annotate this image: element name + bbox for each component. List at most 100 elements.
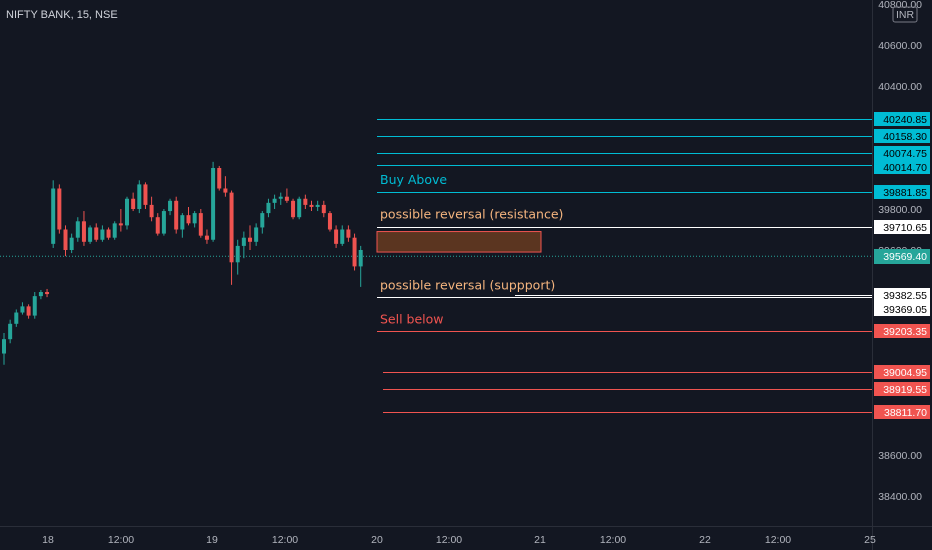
current-price-label: 39569.40 xyxy=(883,251,927,263)
candle-body xyxy=(321,204,326,214)
candle-body xyxy=(100,229,105,240)
candle-body xyxy=(26,306,31,316)
candle-body xyxy=(241,237,246,246)
candle-body xyxy=(358,250,363,267)
price-label-bg xyxy=(874,324,930,338)
candle-body xyxy=(235,245,240,263)
candle-body xyxy=(32,296,37,316)
candle-body xyxy=(106,229,111,238)
candle-body xyxy=(174,200,179,230)
candle-body xyxy=(192,213,197,224)
y-tick-label: 40400.00 xyxy=(878,81,922,93)
candle-body xyxy=(303,198,308,205)
symbol-title: NIFTY BANK, 15, NSE xyxy=(6,9,118,21)
candle-body xyxy=(155,217,160,234)
candle-body xyxy=(38,292,43,297)
price-label: 40014.70 xyxy=(883,162,927,174)
candle-body xyxy=(297,198,302,218)
price-label: 40240.85 xyxy=(883,114,927,126)
candle-body xyxy=(204,235,209,240)
candle-body xyxy=(45,292,50,295)
candle-body xyxy=(198,213,203,236)
candle-body xyxy=(260,213,265,228)
candle-body xyxy=(88,227,93,242)
price-label: 40158.30 xyxy=(883,131,927,143)
price-label-bg xyxy=(874,302,930,316)
candle-body xyxy=(168,200,173,212)
candle-body xyxy=(14,312,19,324)
annotation-text: possible reversal (resistance) xyxy=(380,206,563,221)
candle-body xyxy=(223,188,228,193)
candle-body xyxy=(186,215,191,224)
candle-body xyxy=(94,227,99,240)
price-label-bg xyxy=(874,405,930,419)
candle-body xyxy=(118,223,123,226)
candle-body xyxy=(217,168,222,189)
candle-body xyxy=(143,184,148,205)
price-label-bg xyxy=(874,146,930,160)
x-tick-label: 25 xyxy=(864,534,876,546)
price-label-bg xyxy=(874,112,930,126)
price-label: 38811.70 xyxy=(884,407,927,419)
x-tick-label: 21 xyxy=(534,534,546,546)
candle-body xyxy=(254,227,259,242)
candle-body xyxy=(229,192,234,263)
x-tick-label: 22 xyxy=(699,534,711,546)
candle-body xyxy=(149,204,154,218)
candle-body xyxy=(278,196,283,199)
y-tick-label: 40600.00 xyxy=(878,40,922,52)
current-price-label-bg xyxy=(874,249,930,264)
candle-body xyxy=(63,229,68,250)
price-label-bg xyxy=(874,382,930,396)
candle-body xyxy=(180,215,185,230)
price-label-bg xyxy=(874,160,930,174)
price-label-bg xyxy=(874,129,930,143)
candle-body xyxy=(112,223,117,238)
candle-body xyxy=(57,188,62,230)
price-label-bg xyxy=(874,365,930,379)
candle-body xyxy=(131,198,136,209)
candle-body xyxy=(340,229,345,244)
candle-body xyxy=(284,196,289,201)
candle-body xyxy=(75,221,80,238)
x-tick-label: 20 xyxy=(371,534,383,546)
candle-body xyxy=(20,306,25,313)
reversal-zone-box xyxy=(376,231,542,253)
price-label: 39369.05 xyxy=(883,304,927,316)
x-tick-label: 12:00 xyxy=(272,534,298,546)
candle-body xyxy=(81,221,86,242)
x-tick-label: 12:00 xyxy=(108,534,134,546)
candle-body xyxy=(125,198,129,226)
currency-label: INR xyxy=(896,9,915,21)
annotation-text: possible reversal (suppport) xyxy=(380,278,555,293)
candle-body xyxy=(266,202,271,214)
y-tick-label: 38600.00 xyxy=(878,450,922,462)
price-label: 39004.95 xyxy=(883,367,927,379)
candle-body xyxy=(137,184,142,209)
x-tick-label: 12:00 xyxy=(765,534,791,546)
y-tick-label: 38400.00 xyxy=(878,491,922,503)
x-tick-label: 19 xyxy=(206,534,218,546)
candle-body xyxy=(8,323,13,340)
price-label: 40074.75 xyxy=(883,148,927,160)
candle-body xyxy=(327,213,332,230)
y-tick-label: 39800.00 xyxy=(878,204,922,216)
x-tick-label: 12:00 xyxy=(600,534,626,546)
price-label-bg xyxy=(874,220,930,234)
price-label: 39203.35 xyxy=(883,326,927,338)
candle-body xyxy=(248,237,252,242)
candle-body xyxy=(2,339,6,354)
price-label-bg xyxy=(874,185,930,199)
candle-body xyxy=(291,200,296,218)
annotation-text: Sell below xyxy=(380,311,444,326)
annotation-text: Buy Above xyxy=(380,172,447,187)
price-label: 39881.85 xyxy=(883,187,927,199)
candle-body xyxy=(309,204,314,207)
price-label-bg xyxy=(874,288,930,302)
candle-body xyxy=(51,188,56,244)
candle-body xyxy=(211,168,216,240)
x-tick-label: 18 xyxy=(42,534,54,546)
currency-badge xyxy=(892,6,918,23)
candle-body xyxy=(346,229,351,238)
